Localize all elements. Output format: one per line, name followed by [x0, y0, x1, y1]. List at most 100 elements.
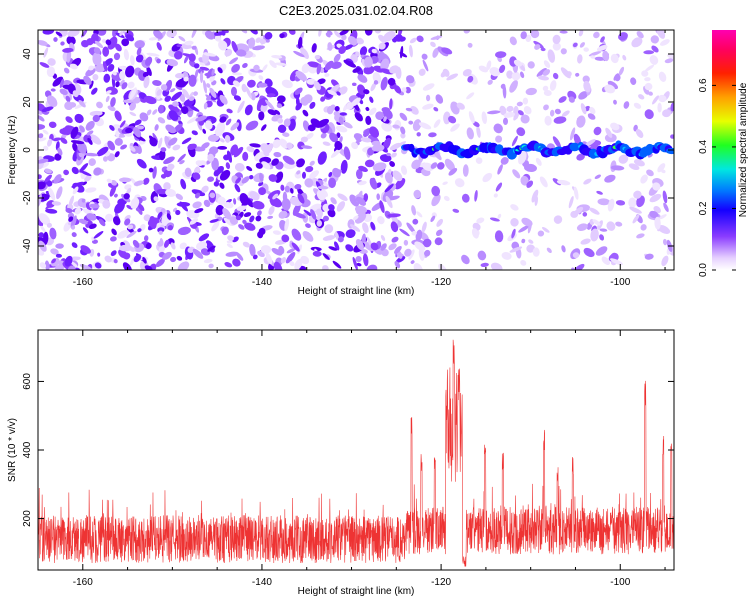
spectrogram-cell [215, 204, 225, 216]
spectrogram-cell [351, 142, 359, 150]
spectrogram-cell [163, 182, 171, 191]
spectrogram-cell [541, 227, 550, 233]
spectrogram-cell [644, 77, 651, 82]
spectrogram-cell [306, 78, 316, 85]
spectrogram-cell [188, 104, 200, 112]
spectrogram-cell [560, 48, 567, 55]
spectrogram-cell [135, 54, 144, 63]
spectrogram-cell [623, 101, 630, 109]
spectrogram-cell [618, 66, 625, 76]
spectrogram-cell [258, 227, 266, 235]
spectrogram-cell [352, 82, 357, 87]
spectrogram-cell [303, 94, 313, 104]
spectrogram-cell [110, 97, 116, 107]
spectrogram-cell [640, 224, 647, 231]
spectrogram-cell [38, 40, 48, 46]
spectrogram-cell [437, 162, 445, 170]
spectrogram-cell [370, 242, 379, 251]
spectrogram-cell [375, 111, 384, 120]
spectrogram-cell [204, 120, 213, 130]
spectrogram-cell [118, 65, 127, 70]
spectrogram-cell [301, 63, 310, 74]
spectrogram-cell [416, 35, 424, 43]
spectrogram-cell [181, 137, 192, 145]
spectrogram-cell [482, 172, 493, 183]
spectrogram-cell [96, 101, 103, 109]
spectrogram-cell [463, 30, 470, 34]
spectrogram-cell [354, 212, 367, 224]
spectrogram-cell [120, 144, 128, 150]
spectrogram-cell [328, 246, 338, 251]
spectrogram-cell [395, 256, 406, 263]
spectrogram-cell [218, 40, 228, 51]
spectrogram-cell [543, 89, 552, 97]
spectrogram-cell [502, 117, 509, 125]
spectrogram-cell [193, 63, 200, 69]
spectrogram-cell [81, 198, 86, 203]
spectrogram-cell [487, 110, 501, 115]
spectrogram-cell [280, 184, 285, 191]
spectrogram-cell [411, 159, 421, 170]
spectrogram-cell [230, 122, 240, 131]
spectrogram-cell [98, 218, 106, 227]
spectrogram-cell [350, 224, 361, 232]
spectrogram-cell [243, 212, 252, 218]
spectrogram-cell [576, 115, 586, 128]
spectrogram-cell [177, 101, 183, 109]
spectrogram-cell [219, 94, 228, 105]
spectrogram-cell [461, 193, 470, 203]
spectrogram-cell [177, 226, 191, 236]
spectrogram-cell [229, 216, 239, 225]
spectrogram-y-tick-label: -40 [22, 238, 33, 253]
spectrogram-cell [180, 178, 187, 190]
spectrogram-cell [474, 189, 478, 202]
spectrogram-cell [47, 138, 53, 147]
spectrogram-cell [622, 54, 627, 61]
spectrogram-cell [536, 67, 547, 77]
spectrogram-cell [136, 158, 147, 169]
spectrogram-cell [525, 87, 537, 96]
spectrogram-cell [293, 212, 306, 219]
spectrogram-cell [162, 251, 172, 260]
spectrogram-cell [472, 121, 480, 128]
spectrogram-cell [405, 86, 411, 94]
spectrogram-cell [339, 86, 348, 95]
spectrogram-cell [539, 176, 548, 188]
spectrogram-cell [410, 260, 415, 264]
spectrogram-cell [422, 103, 434, 110]
spectrogram-cell [236, 252, 244, 261]
spectrogram-cell [280, 257, 287, 264]
spectrogram-cell [466, 92, 475, 100]
spectrogram-cell [208, 263, 214, 269]
spectrogram-cell [167, 224, 174, 231]
spectrogram-cell [233, 146, 244, 158]
spectrogram-cell [114, 151, 120, 158]
spectrogram-cell [544, 115, 552, 126]
spectrogram-cell [50, 88, 56, 92]
spectrogram-cell [366, 264, 378, 270]
spectrogram-cell [230, 144, 239, 156]
spectrogram-cell [403, 239, 409, 246]
spectrogram-cell [271, 247, 283, 256]
spectrogram-cell [305, 223, 311, 228]
spectrogram-cell [636, 233, 645, 239]
spectrogram-cell [462, 164, 469, 177]
spectrogram-cell [130, 55, 135, 66]
colorbar-tick-label: 0.4 [698, 140, 709, 154]
spectrogram-cell [312, 250, 322, 257]
spectrogram-axes: -160 -140 -120 -100 -40 -20 0 20 40 [22, 30, 674, 288]
spectrogram-cell [293, 50, 305, 58]
spectrogram-cell [164, 239, 170, 248]
spectrogram-cell [113, 52, 121, 61]
spectrogram-cell [513, 105, 519, 120]
spectrogram-cell [353, 215, 359, 221]
spectrogram-cell [224, 48, 233, 57]
spectrogram-cell [241, 83, 247, 93]
spectrogram-cell [306, 132, 314, 140]
spectrogram-cell [276, 103, 283, 109]
spectrogram-cell [186, 116, 199, 124]
spectrogram-cell [206, 95, 212, 101]
spectrogram-cell [444, 158, 455, 171]
spectrogram-cell [578, 30, 584, 37]
spectrogram-y-tick-label: 20 [22, 96, 33, 108]
